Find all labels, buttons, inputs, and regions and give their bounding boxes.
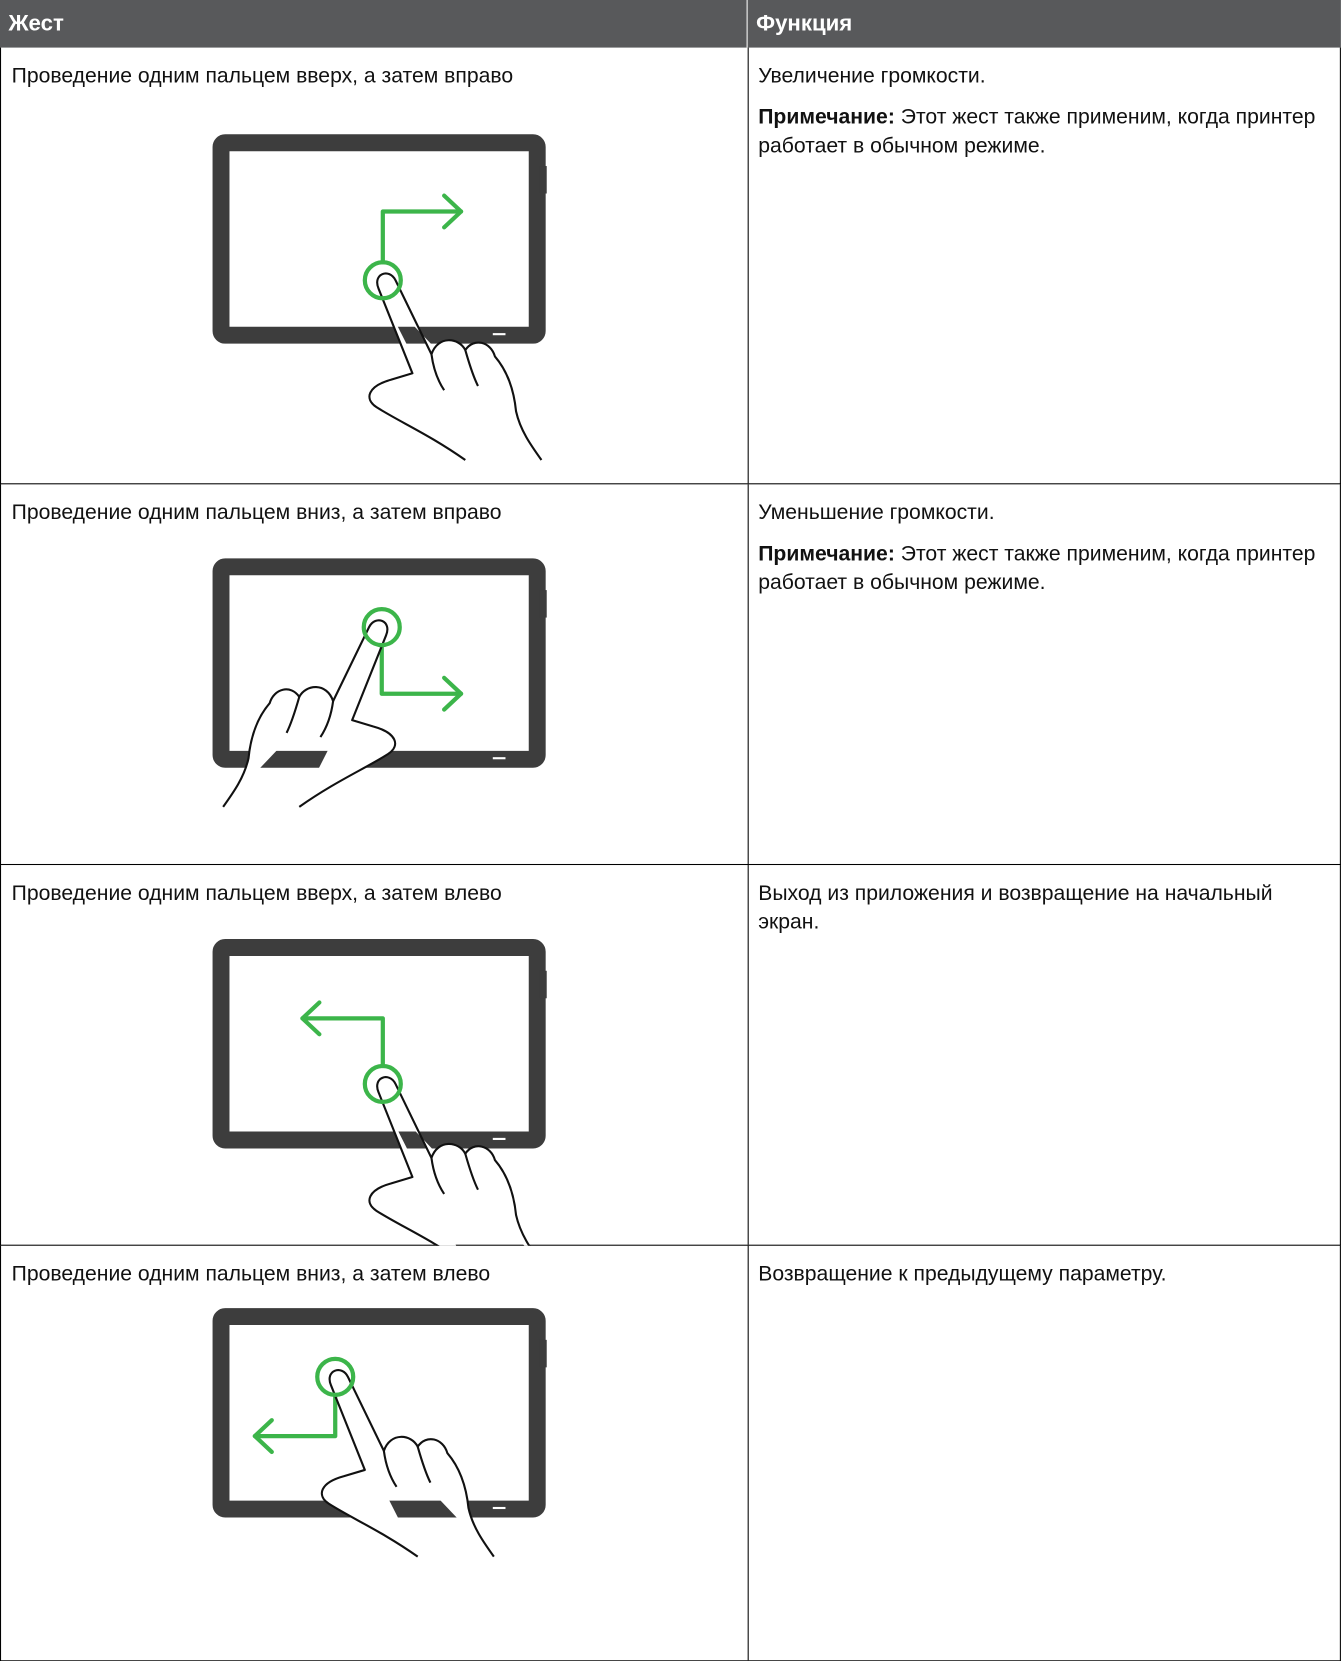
tablet-group bbox=[221, 567, 547, 808]
gesture-illustration bbox=[1, 907, 748, 1246]
arrow-head bbox=[252, 1418, 274, 1455]
table-row: Проведение одним пальцем вниз, а затем в… bbox=[0, 484, 1341, 866]
swipe-path bbox=[379, 642, 464, 696]
arrow-head bbox=[300, 1000, 322, 1037]
function-text: Возвращение к предыдущему параметру. bbox=[758, 1262, 1167, 1286]
gesture-illustration bbox=[1, 90, 748, 462]
gesture-text: Проведение одним пальцем вверх, а затем … bbox=[11, 881, 502, 906]
gesture-text: Проведение одним пальцем вниз, а затем в… bbox=[11, 1262, 491, 1286]
gesture-illustration bbox=[1, 527, 748, 808]
function-block: Увеличение громкости. Примечание: Этот же… bbox=[758, 62, 1325, 160]
gesture-text: Проведение одним пальцем вверх, а затем … bbox=[11, 64, 514, 88]
function-block: Выход из приложения и возвращение на нач… bbox=[758, 880, 1325, 937]
swipe-path bbox=[300, 1016, 385, 1069]
touch-point bbox=[362, 260, 403, 301]
gesture-cell: Проведение одним пальцем вверх, а затем … bbox=[1, 865, 749, 1246]
header-cell: Жест bbox=[0, 0, 748, 48]
gesture-illustration bbox=[1, 1288, 748, 1558]
function-cell: Уменьшение громкости. Примечание: Этот же… bbox=[749, 484, 1340, 864]
touch-point bbox=[362, 1063, 403, 1105]
function-block: Уменьшение громкости. Примечание: Этот же… bbox=[758, 499, 1325, 597]
tablet-group bbox=[221, 1317, 547, 1558]
hand bbox=[222, 619, 397, 808]
note-text: Этот жест также применим, когда принтер … bbox=[758, 542, 1316, 595]
function-text: Увеличение громкости. bbox=[758, 64, 986, 88]
function-block: Возвращение к предыдущему параметру. bbox=[758, 1261, 1325, 1290]
gesture-text: Проведение одним пальцем вниз, а затем в… bbox=[11, 501, 502, 525]
function-text: Уменьшение громкости. bbox=[758, 501, 995, 525]
gesture-cell: Проведение одним пальцем вниз, а затем в… bbox=[1, 484, 749, 864]
function-cell: Возвращение к предыдущему параметру. bbox=[749, 1246, 1340, 1661]
table-row: Проведение одним пальцем вверх, а затем … bbox=[0, 47, 1341, 485]
note-label: Примечание: bbox=[758, 542, 895, 566]
table-row: Проведение одним пальцем вверх, а затем … bbox=[0, 865, 1341, 1246]
note-label: Примечание: bbox=[758, 105, 895, 130]
function-cell: Увеличение громкости. Примечание: Этот же… bbox=[749, 48, 1340, 484]
gesture-cell: Проведение одним пальцем вниз, а затем в… bbox=[1, 1245, 749, 1661]
touch-point bbox=[315, 1356, 356, 1397]
swipe-path bbox=[380, 209, 464, 265]
hand bbox=[320, 1369, 495, 1558]
swipe-path bbox=[252, 1392, 338, 1439]
gesture-cell: Проведение одним пальцем вверх, а затем … bbox=[1, 47, 749, 484]
table-row: Проведение одним пальцем вниз, а затем в… bbox=[0, 1245, 1341, 1661]
hand bbox=[368, 272, 543, 462]
tablet-group bbox=[221, 948, 547, 1246]
function-text: Выход из приложения и возвращение на нач… bbox=[758, 881, 1273, 934]
touch-point bbox=[361, 607, 402, 648]
hand bbox=[368, 1076, 543, 1246]
arrow-head bbox=[442, 193, 464, 230]
tablet bbox=[221, 1317, 547, 1509]
header-cell: Функция bbox=[747, 0, 1341, 48]
arrow-head bbox=[442, 675, 464, 712]
tablet-group bbox=[221, 143, 547, 462]
function-cell: Выход из приложения и возвращение на нач… bbox=[749, 865, 1340, 1245]
note: Примечание: Этот жест также применим, ко… bbox=[758, 104, 1325, 161]
note-text: Этот жест также применим, когда принтер … bbox=[758, 105, 1316, 158]
note: Примечание: Этот жест также применим, ко… bbox=[758, 540, 1325, 597]
